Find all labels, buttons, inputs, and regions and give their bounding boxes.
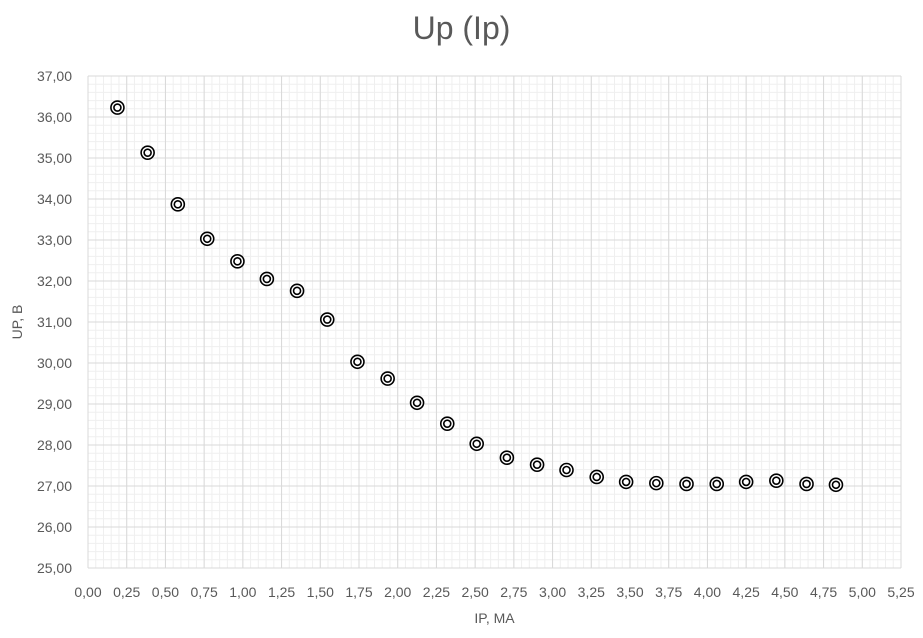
y-tick-label: 35,00 [37, 150, 72, 166]
y-tick-label: 29,00 [37, 396, 72, 412]
data-point [319, 312, 335, 327]
data-point-inner-ring [592, 472, 602, 482]
x-tick-label: 0,50 [152, 584, 179, 600]
data-point [828, 477, 844, 493]
data-point-inner-ring [621, 477, 631, 487]
x-tick-label: 4,00 [694, 584, 721, 600]
x-axis-label: IP, MA [474, 610, 515, 626]
x-tick-label: 1,50 [307, 584, 334, 600]
data-point-inner-ring [712, 479, 722, 489]
data-point-inner-ring [233, 257, 242, 266]
y-tick-label: 32,00 [37, 273, 72, 289]
y-tick-label: 34,00 [37, 191, 72, 207]
data-points [110, 100, 844, 493]
x-tick-label: 3,75 [655, 584, 682, 600]
x-tick-label: 2,50 [462, 584, 489, 600]
data-point [469, 436, 484, 452]
data-point [769, 473, 784, 488]
y-tick-label: 36,00 [37, 109, 72, 125]
y-tick-label: 31,00 [37, 314, 72, 330]
data-point [499, 450, 515, 466]
data-point [618, 474, 634, 490]
data-point [259, 271, 275, 287]
x-tick-label: 0,75 [191, 584, 218, 600]
data-point [559, 462, 574, 478]
x-tick-label: 4,50 [771, 584, 798, 600]
data-point-inner-ring [772, 476, 781, 485]
data-point [170, 197, 186, 212]
x-tick-label: 4,75 [810, 584, 837, 600]
data-point-inner-ring [262, 274, 272, 284]
x-tick-label: 0,00 [74, 584, 101, 600]
y-tick-label: 27,00 [37, 478, 72, 494]
data-point-inner-ring [532, 460, 542, 469]
x-tick-label: 5,00 [849, 584, 876, 600]
data-point-inner-ring [143, 148, 152, 157]
data-point-inner-ring [353, 357, 362, 367]
major-gridlines [87, 75, 902, 569]
data-point [289, 283, 305, 299]
y-axis-ticks: 25,00 26,00 27,00 28,00 29,00 30,00 31,00 32,00… [37, 68, 72, 576]
data-point [738, 474, 754, 490]
y-tick-label: 26,00 [37, 519, 72, 535]
y-tick-label: 30,00 [37, 355, 72, 371]
y-tick-label: 37,00 [37, 68, 72, 84]
x-tick-label: 2,25 [423, 584, 450, 600]
data-point-inner-ring [113, 103, 122, 112]
data-point [649, 475, 664, 491]
x-tick-label: 2,75 [500, 584, 527, 600]
data-point [409, 395, 425, 411]
y-tick-label: 33,00 [37, 232, 72, 248]
y-tick-label: 25,00 [37, 560, 72, 576]
data-point [230, 254, 245, 269]
x-tick-label: 1,25 [268, 584, 295, 600]
data-point [709, 476, 725, 492]
x-axis-ticks: 0,00 0,25 0,50 0,75 1,00 1,25 1,50 1,75 2,00 2,25… [74, 584, 914, 600]
chart-title: Up (Ip) [412, 10, 511, 46]
data-point-inner-ring [741, 477, 751, 487]
x-tick-label: 2,00 [384, 584, 411, 600]
x-tick-label: 1,00 [229, 584, 256, 600]
data-point [529, 457, 545, 472]
data-point [380, 371, 395, 386]
data-point-inner-ring [562, 465, 571, 475]
y-tick-label: 28,00 [37, 437, 72, 453]
data-point [439, 416, 455, 431]
x-tick-label: 3,25 [578, 584, 605, 600]
data-point [110, 100, 125, 115]
data-point-inner-ring [802, 479, 811, 489]
data-point [679, 476, 694, 492]
data-point-inner-ring [682, 479, 691, 489]
data-point [589, 469, 605, 485]
x-tick-label: 3,00 [539, 584, 566, 600]
data-point [140, 145, 155, 160]
data-point [199, 231, 215, 247]
data-point-inner-ring [202, 234, 212, 244]
x-tick-label: 5,25 [887, 584, 914, 600]
data-point-inner-ring [442, 419, 452, 428]
data-point-inner-ring [472, 439, 481, 449]
x-tick-label: 0,25 [113, 584, 140, 600]
data-point-inner-ring [173, 200, 183, 209]
data-point [799, 476, 814, 492]
data-point-inner-ring [322, 315, 332, 324]
x-tick-label: 3,50 [616, 584, 643, 600]
data-point-inner-ring [652, 478, 661, 488]
y-axis-label: UP, B [9, 305, 25, 340]
data-point-inner-ring [292, 286, 302, 296]
data-point [350, 354, 365, 370]
x-tick-label: 4,25 [733, 584, 760, 600]
data-point-inner-ring [412, 398, 422, 408]
data-point-inner-ring [831, 480, 841, 490]
x-tick-label: 1,75 [345, 584, 372, 600]
data-point-inner-ring [383, 374, 392, 383]
data-point-inner-ring [502, 453, 512, 463]
